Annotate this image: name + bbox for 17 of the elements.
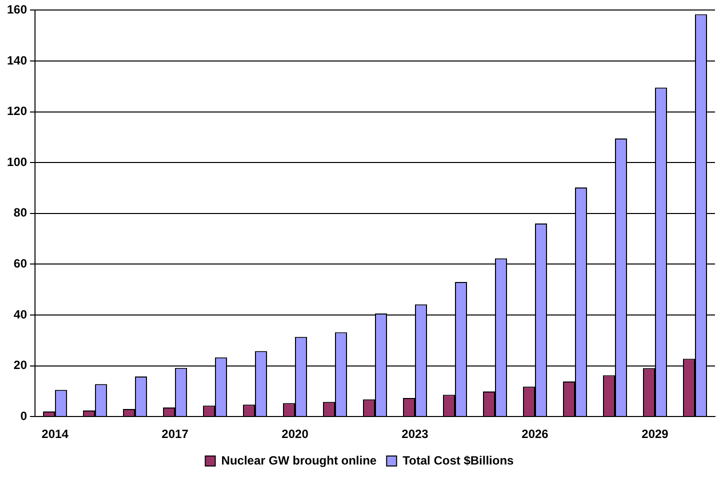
y-tick-label: 100 [6, 154, 28, 169]
x-tick-label: 2014 [42, 427, 69, 442]
y-tick-label: 40 [14, 307, 28, 322]
y-tick-label: 20 [14, 358, 28, 372]
x-tick-label: 2017 [162, 427, 189, 442]
y-tick-label: 160 [6, 2, 28, 17]
y-tick-label: 80 [14, 206, 28, 220]
legend-label: Total Cost $Billions [402, 453, 514, 468]
x-tick-label: 2023 [402, 427, 429, 442]
x-tick-label: 2029 [642, 427, 669, 442]
y-tick-label: 140 [6, 53, 28, 68]
x-tick-label: 2020 [282, 427, 309, 442]
y-tick-label: 0 [20, 408, 28, 423]
x-tick-label: 2026 [522, 427, 549, 442]
y-tick-label: 60 [14, 256, 28, 271]
y-tick-label: 120 [6, 104, 28, 118]
legend-label: Nuclear GW brought online [221, 453, 377, 468]
